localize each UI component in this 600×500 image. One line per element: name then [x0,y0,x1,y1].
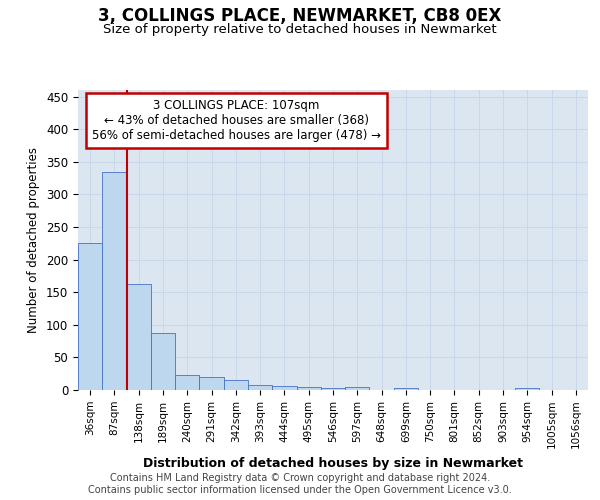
Bar [296,388,321,390]
Bar [248,386,272,390]
Bar [199,377,224,390]
Text: 3 COLLINGS PLACE: 107sqm
← 43% of detached houses are smaller (368)
56% of semi-: 3 COLLINGS PLACE: 107sqm ← 43% of detach… [92,99,380,142]
Text: 3, COLLINGS PLACE, NEWMARKET, CB8 0EX: 3, COLLINGS PLACE, NEWMARKET, CB8 0EX [98,8,502,26]
Bar [78,244,102,390]
Bar [151,332,175,390]
Bar [345,388,370,390]
Bar [515,388,539,390]
Bar [102,172,127,390]
Bar [394,388,418,390]
Bar [127,284,151,390]
Bar [272,386,296,390]
Bar [224,380,248,390]
Y-axis label: Number of detached properties: Number of detached properties [28,147,40,333]
Text: Contains HM Land Registry data © Crown copyright and database right 2024.
Contai: Contains HM Land Registry data © Crown c… [88,474,512,495]
Text: Size of property relative to detached houses in Newmarket: Size of property relative to detached ho… [103,22,497,36]
X-axis label: Distribution of detached houses by size in Newmarket: Distribution of detached houses by size … [143,456,523,469]
Bar [175,375,199,390]
Bar [321,388,345,390]
